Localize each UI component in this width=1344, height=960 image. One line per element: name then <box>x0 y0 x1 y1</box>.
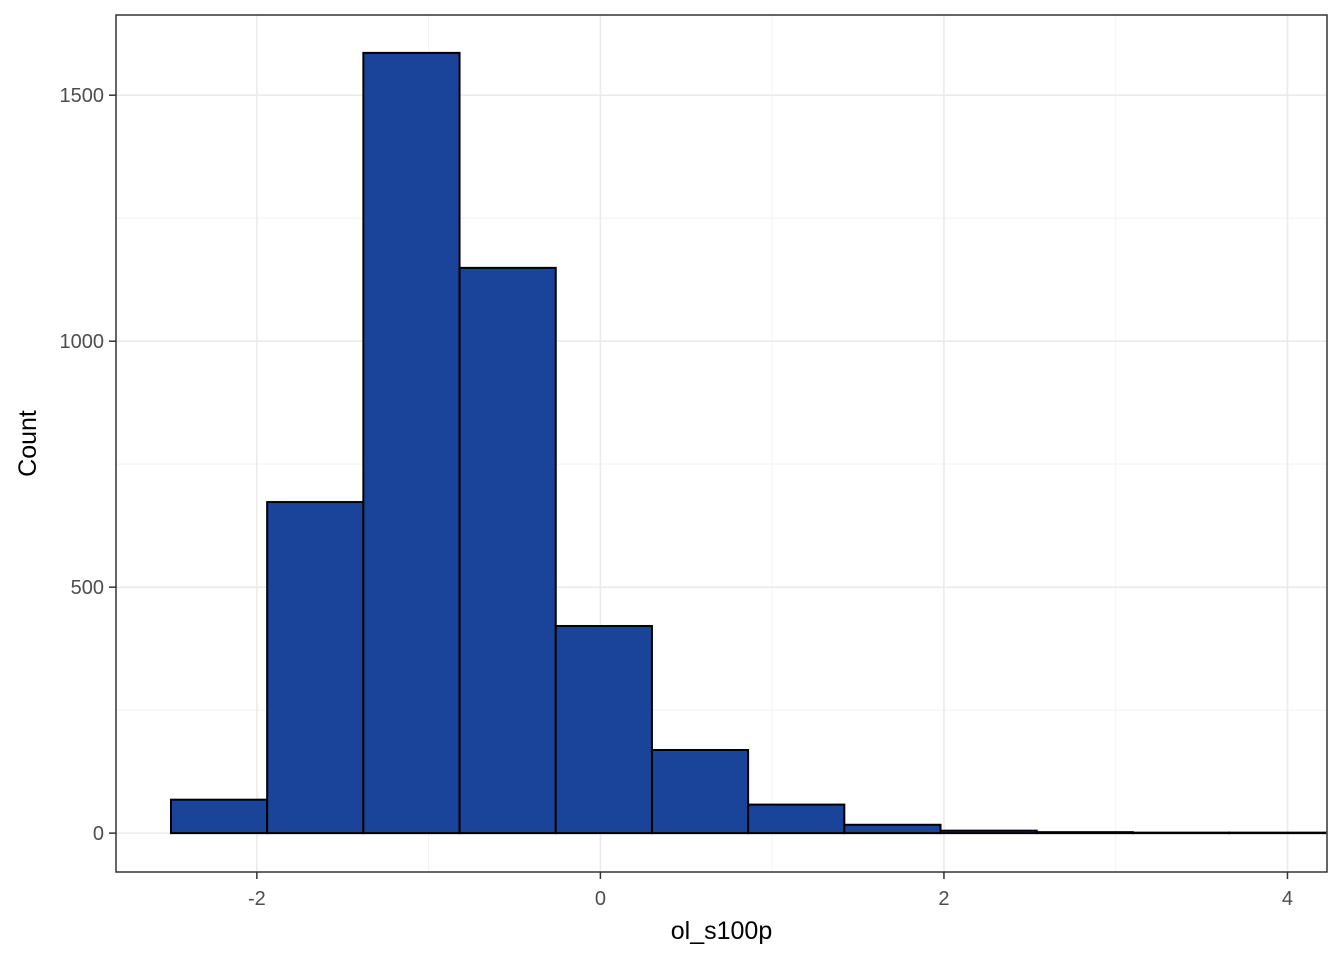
panel-border <box>115 14 1328 873</box>
y-tick-label: 0 <box>93 823 104 845</box>
histogram-bar-9 <box>939 829 1038 835</box>
y-axis: 0 500 1000 1500 <box>60 85 116 845</box>
histogram-bars <box>169 51 1327 835</box>
histogram-bar-5 <box>554 625 653 835</box>
histogram-bar-7 <box>747 803 846 835</box>
x-tick-label: -2 <box>248 888 266 910</box>
histogram-bar-4 <box>458 266 557 835</box>
histogram-bar-3 <box>362 51 461 835</box>
histogram-bar-8 <box>843 823 942 835</box>
x-tick-label: 2 <box>938 888 949 910</box>
histogram-bar-10 <box>1035 831 1134 835</box>
histogram-bar-6 <box>650 748 750 835</box>
histogram-bar-2 <box>266 501 365 835</box>
x-tick-label: 4 <box>1282 888 1293 910</box>
histogram-bar-1 <box>169 798 269 835</box>
x-tick-label: 0 <box>595 888 606 910</box>
y-tick-label: 500 <box>71 577 104 599</box>
y-axis-title: Count <box>14 410 42 477</box>
y-tick-label: 1500 <box>60 85 105 107</box>
x-axis-title: ol_s100p <box>671 917 772 945</box>
y-tick-label: 1000 <box>60 331 105 353</box>
x-axis: -2 0 2 4 <box>248 872 1293 910</box>
